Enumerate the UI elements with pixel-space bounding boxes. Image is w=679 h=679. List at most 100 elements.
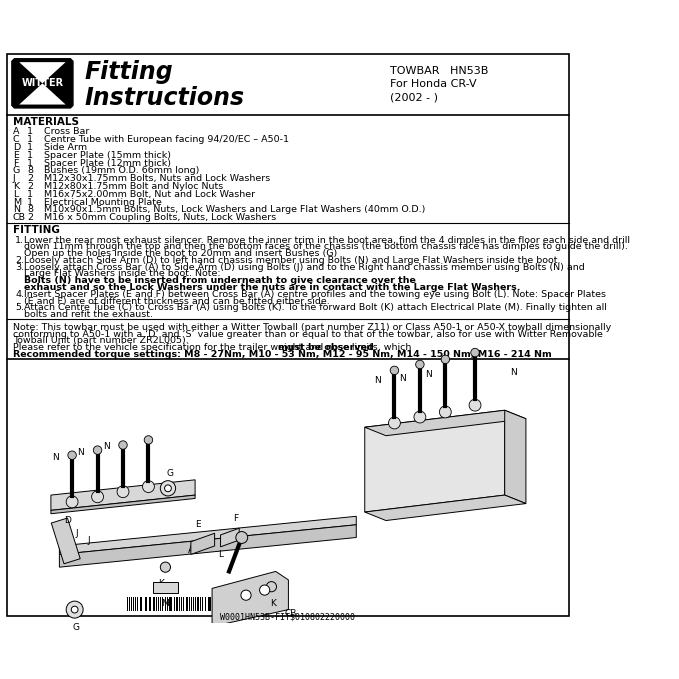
Bar (197, 598, 198, 611)
Bar (164, 598, 166, 611)
Text: Please refer to the vehicle specification for the trailer weight and nose limits: Please refer to the vehicle specificatio… (13, 344, 414, 352)
Text: 1: 1 (27, 135, 33, 144)
Text: Loosely attach Cross Bar (A) to Side Arm (D) using Bolts (J) and to the Right ha: Loosely attach Cross Bar (A) to Side Arm… (24, 263, 585, 272)
Bar (224, 598, 225, 611)
Bar (230, 598, 231, 611)
Text: Open up the holes inside the boot to 20mm and insert Bushes (G): Open up the holes inside the boot to 20m… (24, 249, 337, 258)
Text: J: J (88, 536, 90, 545)
Text: Side Arm: Side Arm (44, 143, 87, 152)
Text: Centre Tube with European facing 94/20/EC – A50-1: Centre Tube with European facing 94/20/E… (44, 135, 289, 144)
Text: M: M (162, 600, 169, 608)
Circle shape (93, 446, 102, 454)
Bar (167, 598, 168, 611)
Bar (237, 598, 238, 611)
Bar (170, 598, 172, 611)
Polygon shape (212, 572, 289, 627)
Text: A: A (187, 545, 194, 555)
Bar (130, 598, 132, 611)
Text: bolts and refit the exhaust.: bolts and refit the exhaust. (24, 310, 153, 319)
Circle shape (71, 606, 78, 613)
Text: For Honda CR-V: For Honda CR-V (390, 79, 477, 89)
Text: 8: 8 (27, 206, 33, 215)
Text: K: K (13, 182, 19, 191)
Bar (242, 598, 244, 611)
Text: 4.: 4. (15, 290, 24, 299)
Bar (200, 598, 201, 611)
Text: Spacer Plate (15mm thick): Spacer Plate (15mm thick) (44, 151, 171, 160)
Text: Insert Spacer Plates (E and F) between Cross Bar (A) centre profiles and the tow: Insert Spacer Plates (E and F) between C… (24, 290, 606, 299)
Bar (214, 598, 215, 611)
Text: Loosely attach Side Arm (D) to left hand chassis member using Bolts (N) and Larg: Loosely attach Side Arm (D) to left hand… (24, 256, 560, 265)
Polygon shape (365, 410, 504, 512)
Bar (127, 598, 128, 611)
Bar (133, 598, 134, 611)
Bar (154, 598, 155, 611)
Bar (160, 598, 161, 611)
Bar (234, 598, 236, 611)
Circle shape (416, 360, 424, 369)
Text: (2002 - ): (2002 - ) (390, 93, 438, 103)
Circle shape (143, 481, 154, 492)
Text: TOWBAR   HN53B: TOWBAR HN53B (390, 66, 489, 75)
Text: J: J (13, 175, 16, 183)
Text: N: N (399, 373, 406, 383)
Text: Towball Unit (part number ZR2L005).: Towball Unit (part number ZR2L005). (13, 337, 189, 346)
Bar (186, 598, 187, 611)
Text: CB: CB (285, 609, 297, 619)
Bar (169, 598, 170, 611)
Bar (212, 598, 213, 611)
Bar (249, 598, 251, 611)
Text: down 11mm through the top and then the bottom faces of the chassis (the bottom c: down 11mm through the top and then the b… (24, 242, 627, 251)
Polygon shape (19, 84, 66, 105)
Bar (208, 598, 210, 611)
Polygon shape (365, 410, 526, 436)
Bar (244, 598, 245, 611)
Bar (187, 598, 188, 611)
Text: Instructions: Instructions (85, 86, 245, 110)
Bar (156, 598, 157, 611)
Circle shape (441, 355, 449, 363)
Text: 2: 2 (27, 213, 33, 222)
Text: 2.: 2. (15, 256, 24, 265)
Bar (137, 598, 139, 611)
Text: M12x80x1.75mm Bolt and Nyloc Nuts: M12x80x1.75mm Bolt and Nyloc Nuts (44, 182, 223, 191)
Circle shape (390, 366, 399, 375)
Text: 1.: 1. (15, 236, 24, 244)
Bar (210, 598, 211, 611)
Circle shape (241, 590, 251, 600)
Text: L: L (13, 190, 18, 199)
Text: FITTING: FITTING (13, 225, 60, 236)
Polygon shape (51, 480, 195, 511)
Bar (202, 598, 203, 611)
Bar (193, 598, 194, 611)
Text: F: F (234, 514, 238, 523)
Bar (241, 598, 242, 611)
Circle shape (414, 411, 426, 423)
Text: 5.: 5. (15, 304, 24, 312)
Bar (238, 598, 240, 611)
Text: D: D (65, 516, 71, 525)
Bar (147, 598, 149, 611)
Circle shape (119, 441, 127, 449)
Text: Attach Centre Tube (C) to Cross Bar (A) using Bolts (K). To the forward Bolt (K): Attach Centre Tube (C) to Cross Bar (A) … (24, 304, 606, 312)
Text: Electrical Mounting Plate: Electrical Mounting Plate (44, 198, 162, 206)
Circle shape (160, 562, 170, 572)
Text: 2: 2 (27, 175, 33, 183)
Bar (220, 598, 221, 611)
Text: Spacer Plate (12mm thick): Spacer Plate (12mm thick) (44, 159, 171, 168)
Text: E: E (195, 520, 200, 529)
Bar (251, 598, 252, 611)
Circle shape (439, 406, 452, 418)
Text: K: K (158, 579, 164, 588)
Circle shape (66, 496, 78, 508)
Bar (177, 598, 178, 611)
Text: N: N (13, 206, 20, 215)
Text: Lower the rear most exhaust silencer. Remove the inner trim in the boot area, fi: Lower the rear most exhaust silencer. Re… (24, 236, 629, 244)
Text: N: N (77, 447, 84, 456)
Text: WITTER: WITTER (21, 78, 63, 88)
Text: N: N (103, 443, 109, 452)
Circle shape (266, 582, 276, 592)
Text: E: E (13, 151, 18, 160)
Polygon shape (221, 528, 239, 547)
Text: G: G (73, 623, 80, 632)
